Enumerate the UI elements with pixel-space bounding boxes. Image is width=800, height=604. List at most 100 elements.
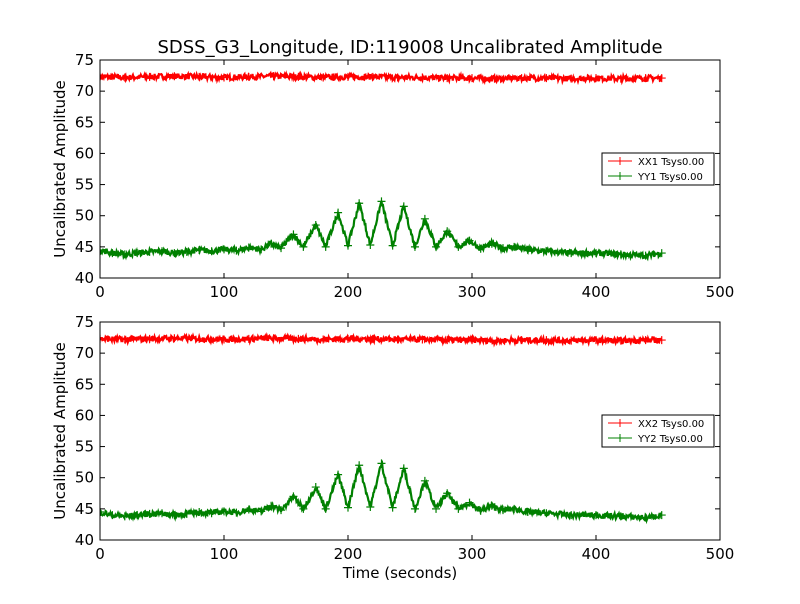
x-tick-label: 300	[458, 283, 487, 301]
data-point	[388, 241, 397, 250]
data-point	[311, 483, 320, 492]
data-point	[443, 74, 452, 83]
data-point	[158, 247, 166, 256]
data-point	[120, 335, 129, 344]
data-point	[454, 504, 463, 513]
data-point	[567, 511, 576, 520]
axes-frame	[99, 59, 721, 279]
data-point	[377, 197, 386, 206]
data-point	[100, 72, 104, 81]
data-point	[418, 335, 427, 344]
data-point	[542, 509, 551, 518]
legend-label: YY1 Tsys0.00	[637, 172, 703, 183]
data-point	[344, 241, 352, 250]
chart-title: SDSS_G3_Longitude, ID:119008 Uncalibrate…	[157, 37, 662, 58]
data-point	[344, 72, 352, 81]
data-point	[299, 504, 308, 513]
data-point	[195, 507, 204, 516]
data-point	[517, 336, 526, 345]
series-xx2	[100, 331, 666, 348]
data-point	[182, 247, 191, 256]
plot-area	[100, 331, 666, 525]
y-tick-label: 55	[75, 438, 94, 456]
panel-1: 0 100 200 300 400 500 40 45 50 55 60 65 70 75 Uncalibr…	[51, 51, 734, 301]
x-tick-label: 200	[334, 283, 363, 301]
data-point	[244, 243, 253, 252]
data-point	[145, 509, 154, 518]
data-point	[100, 245, 104, 254]
data-point	[195, 334, 204, 343]
data-point	[321, 504, 330, 513]
data-point	[542, 247, 551, 256]
data-point	[641, 513, 650, 522]
legend-label: YY2 Tsys0.00	[637, 434, 703, 445]
data-point	[220, 245, 228, 254]
y-tick-label: 55	[75, 176, 94, 194]
axes-frame	[99, 321, 721, 541]
data-point	[443, 336, 452, 345]
data-point	[592, 249, 600, 258]
data-point	[299, 242, 308, 251]
data-point	[454, 242, 463, 251]
y-tick-label: 75	[75, 313, 94, 331]
data-point	[465, 498, 474, 507]
data-point	[542, 336, 551, 345]
legend-label: XX2 Tsys0.00	[638, 419, 704, 430]
data-point	[410, 242, 419, 251]
data-point	[388, 503, 397, 512]
series-line	[100, 331, 663, 348]
data-point	[334, 208, 343, 217]
data-point	[334, 470, 343, 479]
data-point	[492, 336, 501, 345]
plot-area	[100, 70, 666, 262]
data-point	[377, 459, 386, 468]
data-point	[420, 476, 429, 485]
data-point	[616, 250, 625, 259]
data-point	[510, 242, 519, 251]
legend: XX1 Tsys0.00 YY1 Tsys0.00	[601, 152, 715, 186]
data-point	[108, 249, 117, 258]
data-point	[517, 74, 526, 83]
y-tick-label: 65	[75, 113, 94, 131]
x-tick-label: 400	[582, 545, 611, 563]
data-point	[410, 504, 419, 513]
series-xx1	[100, 70, 666, 86]
data-point	[393, 73, 402, 82]
data-point	[641, 336, 650, 345]
data-point	[344, 503, 352, 512]
data-point	[657, 511, 666, 520]
data-point	[120, 512, 129, 521]
data-point	[220, 73, 228, 82]
legend-marker	[616, 172, 624, 180]
data-point	[311, 221, 320, 230]
x-tick-label: 500	[706, 283, 735, 301]
data-point	[267, 501, 276, 510]
series-yy2	[100, 459, 666, 525]
data-point	[567, 336, 576, 345]
data-point	[355, 461, 364, 470]
data-point	[267, 239, 276, 248]
y-tick-label: 40	[75, 269, 94, 287]
data-point	[468, 336, 476, 345]
panel-2: 0 100 200 300 400 500 40 45 50 55 60 65 70 75 Uncalibr…	[51, 313, 734, 582]
data-point	[244, 72, 253, 81]
data-point	[277, 506, 286, 515]
legend-marker	[616, 157, 624, 165]
x-axis-label: Time (seconds)	[342, 564, 458, 582]
data-point	[170, 249, 179, 258]
data-point	[523, 245, 532, 254]
legend-label: XX1 Tsys0.00	[638, 157, 704, 168]
data-point	[657, 249, 666, 258]
series-line	[100, 70, 663, 86]
data-point	[207, 509, 216, 518]
data-point	[170, 511, 179, 520]
x-tick-label: 500	[706, 545, 735, 563]
data-point	[432, 504, 441, 513]
data-point	[145, 334, 154, 343]
y-tick-label: 45	[75, 238, 94, 256]
data-point	[399, 202, 408, 211]
y-tick-label: 50	[75, 469, 94, 487]
legend-frame	[601, 152, 715, 186]
